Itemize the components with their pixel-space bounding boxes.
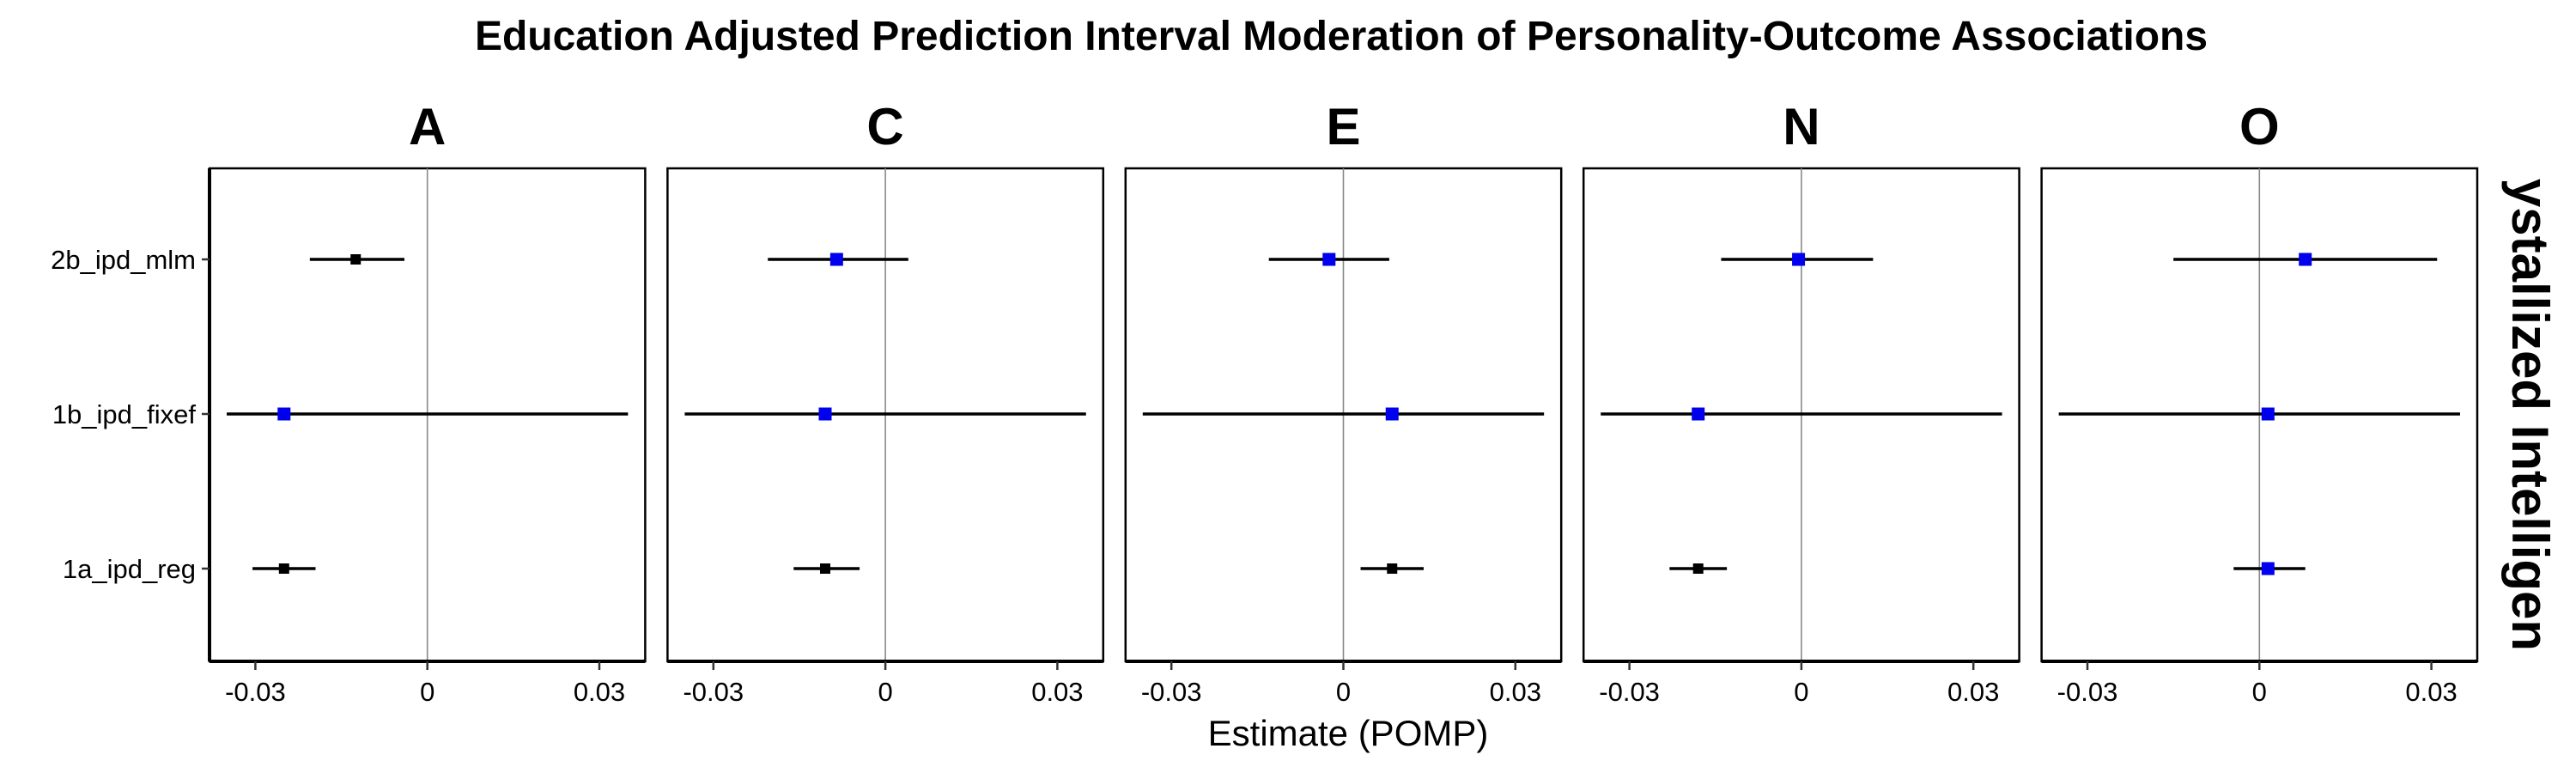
point-estimate <box>278 563 289 574</box>
point-estimate <box>350 254 361 265</box>
point-estimate <box>1322 253 1336 266</box>
x-tick-label: -0.03 <box>1599 677 1660 707</box>
point-estimate <box>2261 407 2275 421</box>
x-tick-label: 0.03 <box>1947 677 1999 707</box>
point-estimate <box>829 253 843 266</box>
y-axis: 2b_ipd_mlm 1b_ipd_fixef 1a_ipd_reg <box>51 168 211 661</box>
x-tick-label: 0.03 <box>1031 677 1083 707</box>
x-tick-label: -0.03 <box>1141 677 1202 707</box>
x-tick-label: 0 <box>878 677 892 707</box>
facet-strip-label: ystallized Intelligen <box>2501 179 2559 651</box>
x-axis-label: Estimate (POMP) <box>1208 713 1489 753</box>
facet-label: N <box>1783 98 1820 155</box>
point-estimate <box>818 407 832 421</box>
facet-panel-e: E -0.03 0 0.03 <box>1124 98 1563 707</box>
point-estimate <box>1387 563 1398 574</box>
point-estimate <box>1692 407 1705 421</box>
point-estimate <box>2299 253 2312 266</box>
point-estimate <box>2261 562 2275 575</box>
x-tick-label: -0.03 <box>225 677 286 707</box>
facet-label: C <box>866 98 903 155</box>
x-tick-label: 0.03 <box>2405 677 2457 707</box>
point-estimate <box>277 407 291 421</box>
x-tick-label: -0.03 <box>683 677 744 707</box>
point-estimate <box>1692 563 1704 574</box>
y-tick-label: 2b_ipd_mlm <box>51 245 196 275</box>
x-tick-label: 0 <box>420 677 434 707</box>
facet-panel-n: N -0.03 0 0.03 <box>1582 98 2020 707</box>
facet-panel-c: C -0.03 0 0.03 <box>666 98 1105 707</box>
x-tick-label: -0.03 <box>2057 677 2118 707</box>
y-tick-label: 1b_ipd_fixef <box>52 399 197 429</box>
facet-label: E <box>1326 98 1360 155</box>
facet-label: A <box>409 98 446 155</box>
chart-title: Education Adjusted Prediction Interval M… <box>475 14 2208 59</box>
x-tick-label: 0 <box>2252 677 2267 707</box>
facet-panel-a: A -0.03 0 0.03 <box>208 98 647 707</box>
point-estimate <box>1385 407 1399 421</box>
x-tick-label: 0.03 <box>574 677 625 707</box>
x-tick-label: 0.03 <box>1490 677 1541 707</box>
y-tick-label: 1a_ipd_reg <box>63 554 196 584</box>
x-tick-label: 0 <box>1336 677 1351 707</box>
facet-panels: A -0.03 0 0.03 C -0.03 0 0.03 E -0.03 0 0.03 N -0.03 0… <box>208 98 2479 707</box>
facet-panel-o: O -0.03 0 0.03 <box>2040 98 2479 707</box>
point-estimate <box>1792 253 1806 266</box>
x-tick-label: 0 <box>1794 677 1808 707</box>
point-estimate <box>819 563 830 574</box>
facet-label: O <box>2239 98 2280 155</box>
